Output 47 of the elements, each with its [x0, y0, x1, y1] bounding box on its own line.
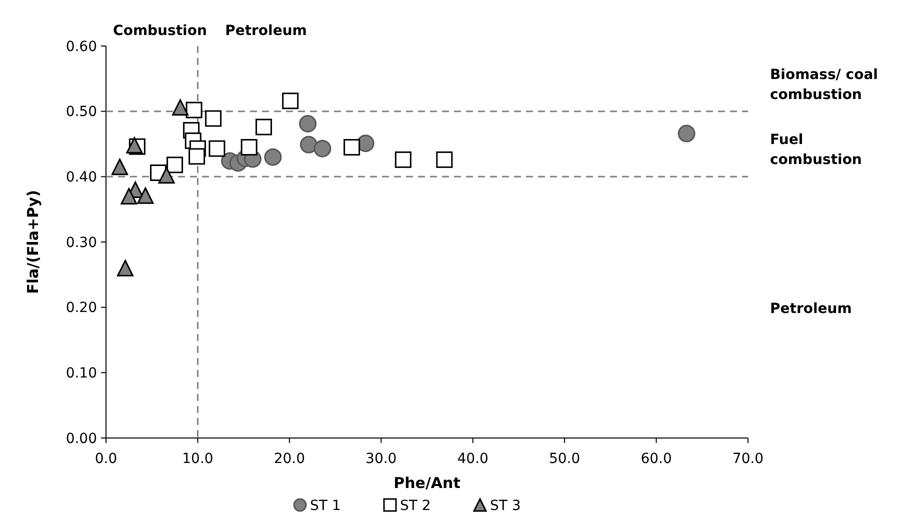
x-tick-label: 20.0 — [274, 451, 306, 467]
x-tick-label: 30.0 — [366, 451, 397, 467]
point — [300, 136, 318, 154]
point — [186, 102, 202, 118]
point — [208, 140, 226, 157]
x-tick-label: 10.0 — [182, 451, 214, 467]
text: Fuel combustion — [770, 132, 862, 168]
x-axis-title: Phe/Ant — [394, 474, 460, 492]
y-axis-title: Fla/(Fla+Py) — [24, 190, 42, 294]
point — [256, 118, 272, 136]
text: Petroleum — [225, 22, 307, 39]
text: Biomass/ coal combustion — [770, 66, 878, 103]
y-tick-label: 0.50 — [66, 104, 97, 120]
text: Combustion — [113, 22, 207, 39]
y-tick-label: 0.40 — [66, 170, 97, 186]
point — [205, 110, 222, 127]
x-tick-label: 60.0 — [640, 451, 672, 467]
point — [344, 139, 360, 156]
x-tick-label: 40.0 — [457, 451, 488, 467]
y-tick-label: 0.30 — [66, 234, 97, 251]
point — [117, 260, 134, 276]
point — [240, 139, 258, 156]
y-tick-label: 0.10 — [66, 366, 97, 382]
x-tick-label: 70.0 — [732, 451, 764, 467]
point — [394, 151, 412, 168]
point — [264, 148, 282, 166]
y-tick-label: 0.60 — [66, 38, 97, 55]
point — [112, 158, 128, 176]
point — [172, 99, 189, 116]
point — [282, 92, 299, 110]
point — [436, 151, 453, 168]
point — [158, 167, 175, 184]
point — [678, 124, 696, 142]
point — [120, 188, 138, 205]
point — [166, 156, 184, 174]
point — [314, 140, 332, 158]
text: Petroleum — [770, 300, 852, 317]
legend-label: ST 1 — [310, 498, 341, 514]
x-tick-label: 50.0 — [548, 451, 580, 467]
y-tick-label: 0.00 — [66, 430, 97, 447]
point — [188, 148, 206, 165]
legend-label: ST 2 — [400, 498, 431, 514]
legend-label: ST 3 — [490, 498, 521, 514]
y-tick-label: 0.20 — [66, 300, 97, 316]
point — [299, 114, 317, 132]
x-tick-label: 0.0 — [94, 451, 118, 467]
point — [137, 187, 154, 204]
